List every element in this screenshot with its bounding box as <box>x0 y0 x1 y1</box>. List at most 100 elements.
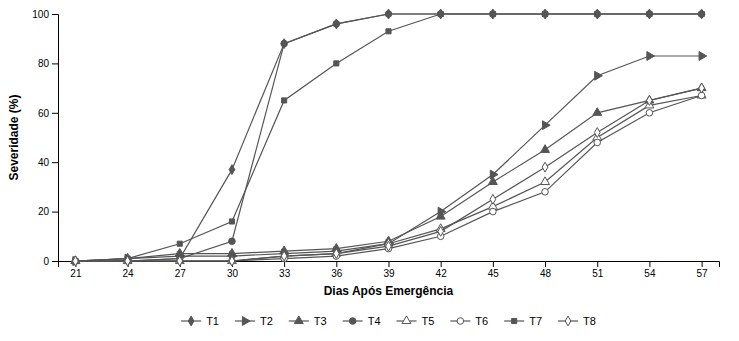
legend-item: T4 <box>343 315 381 327</box>
series-line <box>75 96 701 261</box>
marker <box>646 11 653 18</box>
series-line <box>75 96 701 261</box>
series <box>73 11 704 263</box>
marker <box>333 19 339 29</box>
legend-label: T2 <box>260 315 273 327</box>
marker <box>125 256 131 266</box>
marker <box>333 249 339 259</box>
x-tick-label: 45 <box>488 268 500 279</box>
marker <box>334 61 339 66</box>
legend-item: T2 <box>235 315 273 327</box>
marker <box>229 165 235 175</box>
marker <box>490 194 496 204</box>
legend-marker <box>457 318 464 325</box>
x-tick-label: 48 <box>540 268 552 279</box>
x-tick-mark <box>493 261 494 267</box>
x-tick-mark <box>702 261 703 267</box>
marker <box>646 110 653 117</box>
marker <box>699 83 705 93</box>
marker <box>229 256 235 266</box>
legend-item: T1 <box>181 315 219 327</box>
marker <box>594 9 600 19</box>
legend-item: T6 <box>450 315 488 327</box>
marker <box>386 9 392 19</box>
marker <box>490 170 498 179</box>
marker <box>438 11 443 16</box>
series-line <box>75 14 701 261</box>
marker <box>282 98 287 103</box>
legend-marker <box>242 317 250 326</box>
plot: 21242730333639424548515457020406080100Di… <box>7 9 720 298</box>
legend-label: T7 <box>529 315 542 327</box>
x-tick: 48 <box>540 261 552 279</box>
x-tick-label: 33 <box>279 268 291 279</box>
x-tick-label: 21 <box>70 268 82 279</box>
marker <box>699 52 707 61</box>
marker <box>542 121 550 130</box>
x-tick: 42 <box>436 261 448 279</box>
legend-label: T4 <box>368 315 381 327</box>
x-axis: 21242730333639424548515457 <box>59 261 720 279</box>
x-tick: 33 <box>279 261 291 279</box>
marker <box>490 11 495 16</box>
marker <box>647 9 653 19</box>
x-tick-label: 30 <box>227 268 239 279</box>
marker <box>594 139 601 146</box>
marker <box>177 256 183 266</box>
marker <box>543 11 548 16</box>
x-tick-mark <box>649 261 650 267</box>
legend-marker <box>294 316 303 324</box>
marker <box>73 256 79 266</box>
y-tick: 60 <box>38 108 58 119</box>
marker <box>490 208 497 215</box>
legend-label: T5 <box>422 315 435 327</box>
marker <box>595 11 600 16</box>
marker <box>542 11 549 18</box>
series-line <box>75 14 701 261</box>
y-tick-mark <box>52 261 58 262</box>
x-tick-label: 27 <box>175 268 187 279</box>
y-tick-label: 60 <box>38 108 50 119</box>
x-tick-mark <box>441 261 442 267</box>
y-tick-label: 40 <box>38 157 50 168</box>
legend-label: T1 <box>206 315 219 327</box>
marker <box>281 251 287 261</box>
x-tick-label: 51 <box>592 268 604 279</box>
series <box>72 11 705 265</box>
series-area <box>71 9 707 266</box>
legend-marker <box>565 316 571 326</box>
x-axis-title: Dias Após Emergência <box>324 284 454 298</box>
series <box>71 83 706 264</box>
y-tick-mark <box>52 63 58 64</box>
marker <box>594 128 600 138</box>
marker <box>594 11 601 18</box>
x-tick-label: 57 <box>697 268 709 279</box>
y-tick: 0 <box>43 256 58 267</box>
x-tick-mark <box>336 261 337 267</box>
series <box>73 83 705 266</box>
marker <box>333 21 340 28</box>
y-axis-line <box>52 15 59 262</box>
marker <box>386 29 391 34</box>
x-tick: 39 <box>383 261 395 279</box>
x-tick: 57 <box>697 261 709 279</box>
y-tick: 40 <box>38 157 58 168</box>
marker <box>125 256 131 266</box>
x-tick: 36 <box>331 261 343 279</box>
legend-label: T8 <box>583 315 596 327</box>
legend-label: T3 <box>314 315 327 327</box>
marker <box>542 189 549 196</box>
x-tick-mark <box>545 261 546 267</box>
marker <box>438 9 444 19</box>
x-tick: 45 <box>488 261 500 279</box>
y-tick-label: 20 <box>38 206 50 217</box>
x-tick: 51 <box>592 261 604 279</box>
marker <box>385 11 392 18</box>
marker <box>647 52 655 61</box>
legend-marker <box>349 318 356 325</box>
marker <box>593 108 602 116</box>
marker <box>437 11 444 18</box>
legend-item: T7 <box>504 315 542 327</box>
x-tick: 54 <box>644 261 656 279</box>
y-tick: 20 <box>38 206 58 217</box>
